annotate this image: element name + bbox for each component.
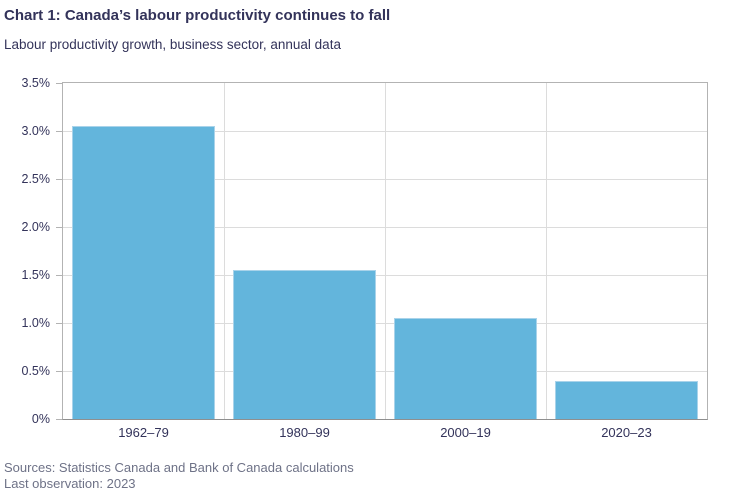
x-tick-label: 2020–23: [601, 425, 652, 440]
x-grid-line: [385, 83, 386, 419]
y-tick-mark: [56, 83, 62, 84]
x-tick-label: 1980–99: [279, 425, 330, 440]
bar-2020–23: [555, 381, 698, 419]
y-tick-label: 1.5%: [21, 268, 51, 282]
y-tick-label: 2.0%: [21, 220, 51, 234]
last-observation-note: Last observation: 2023: [4, 476, 136, 491]
x-grid-line: [546, 83, 547, 419]
plot-area: [62, 82, 708, 420]
y-tick-mark: [56, 179, 62, 180]
x-axis-labels: 1962–79 1980–99 2000–19 2020–23: [63, 425, 707, 441]
x-tick-label: 1962–79: [118, 425, 169, 440]
x-grid-line: [224, 83, 225, 419]
y-tick-mark: [56, 371, 62, 372]
y-tick-label: 0.5%: [21, 364, 51, 378]
y-tick-mark: [56, 131, 62, 132]
y-tick-mark: [56, 419, 62, 420]
chart-title: Chart 1: Canada’s labour productivity co…: [4, 7, 391, 24]
y-tick-label: 2.5%: [21, 172, 51, 186]
y-tick-label: 1.0%: [21, 316, 51, 330]
y-tick-label: 3.5%: [21, 76, 51, 90]
y-tick-label: 3.0%: [21, 124, 51, 138]
y-tick-mark: [56, 275, 62, 276]
y-tick-label: 0%: [31, 412, 50, 426]
x-tick-label: 2000–19: [440, 425, 491, 440]
y-tick-mark: [56, 323, 62, 324]
bar-1980–99: [233, 270, 376, 419]
bar-2000–19: [394, 318, 537, 419]
sources-note: Sources: Statistics Canada and Bank of C…: [4, 460, 354, 475]
chart-subtitle: Labour productivity growth, business sec…: [4, 37, 341, 52]
bar-1962–79: [72, 126, 215, 419]
y-tick-mark: [56, 227, 62, 228]
